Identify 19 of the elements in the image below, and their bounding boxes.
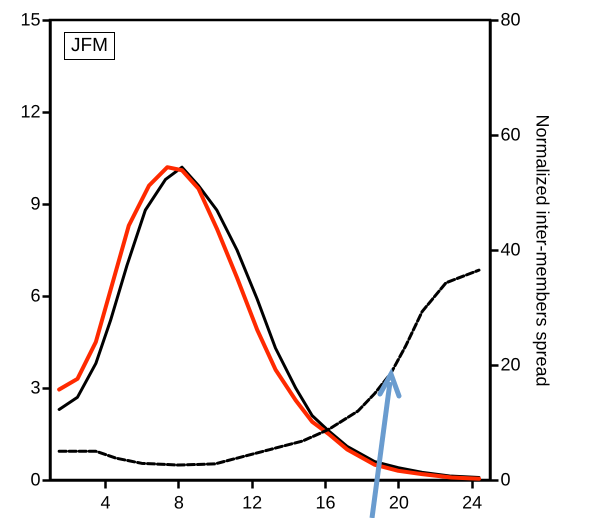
x-tick-label: 12 [242,492,262,512]
y-tick-label: 12 [20,102,40,122]
y-tick-label: 0 [30,470,40,490]
y-tick-label: 3 [30,378,40,398]
x-tick-label: 8 [174,492,184,512]
y2-tick-label: 0 [500,470,511,490]
y-tick-label: 6 [30,286,40,306]
y-tick-label: 15 [20,10,40,30]
note-box: JFM [64,32,115,60]
x-tick-label: 24 [462,492,482,512]
y-tick-label: 9 [30,194,40,214]
x-tick-label: 4 [100,492,111,512]
y2-axis-title: Normalized inter-members spread [532,114,553,387]
x-tick-label: 16 [315,492,336,512]
y2-tick-label: 40 [500,240,521,260]
y2-tick-label: 80 [500,10,521,30]
x-tick-label: 20 [388,492,409,512]
y2-tick-label: 20 [500,354,521,374]
y2-tick-label: 60 [500,124,521,144]
